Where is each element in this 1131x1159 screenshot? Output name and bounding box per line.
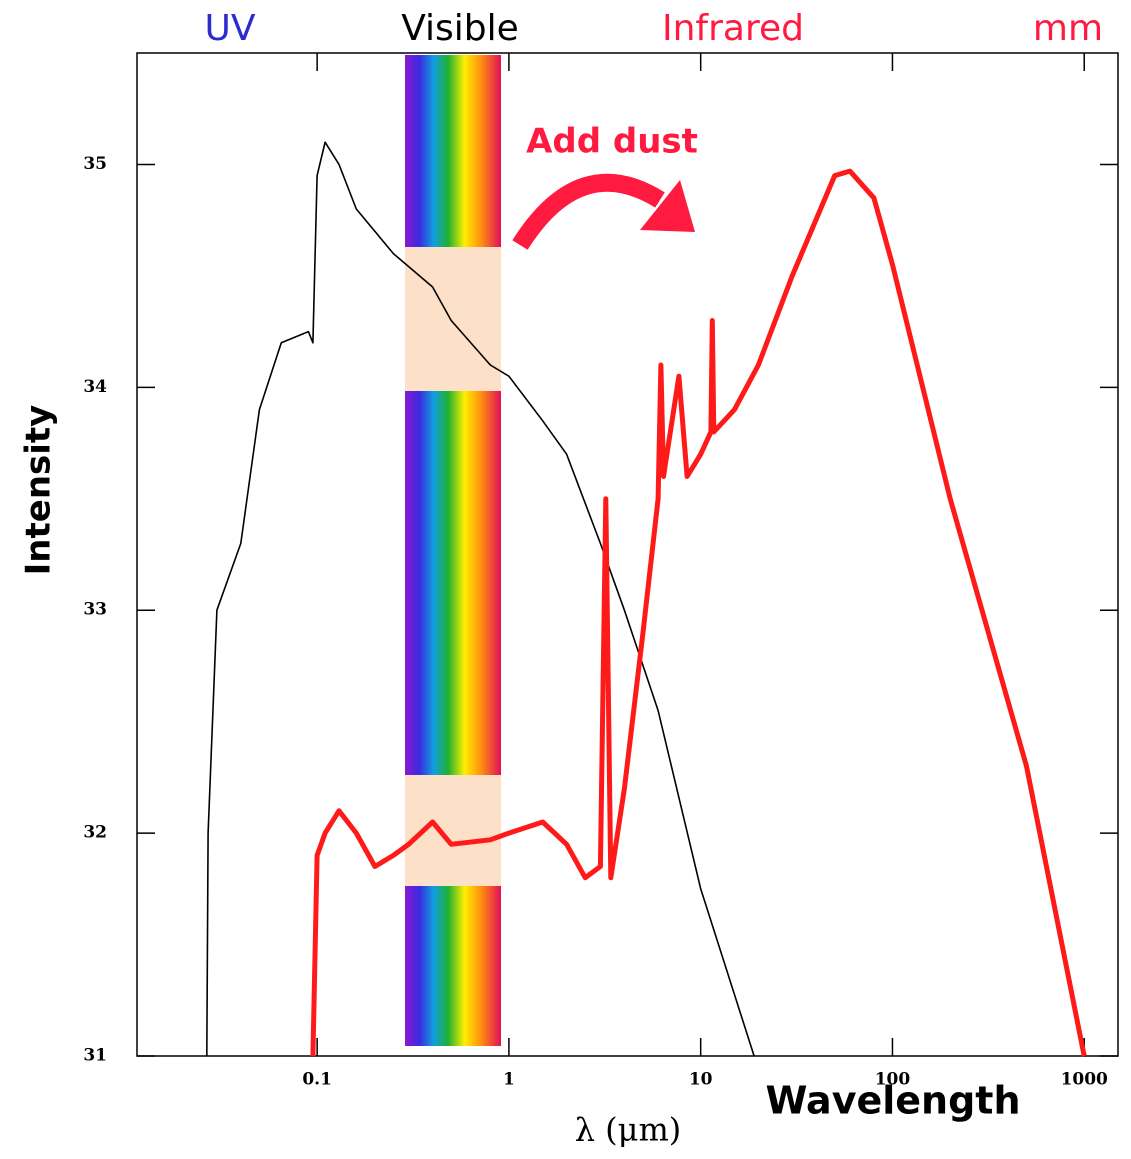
arrow-head: [640, 180, 695, 232]
arrow: [512, 173, 665, 250]
x-tick-label: 1: [503, 1070, 515, 1090]
annotation: Visible: [401, 8, 519, 49]
x-tick-label: 10: [689, 1070, 713, 1090]
x-tick-label: 1000: [1061, 1070, 1108, 1090]
annotation: Wavelength: [765, 1079, 1020, 1123]
annotation: UV: [205, 8, 256, 49]
annotation: Infrared: [662, 8, 804, 49]
series-line: [310, 168, 1087, 1057]
y-tick-label: 32: [83, 823, 107, 843]
y-tick-label: 35: [83, 154, 107, 174]
y-tick-label: 31: [83, 1046, 107, 1066]
y-tick-label: 34: [83, 377, 107, 397]
highlight-box: [405, 247, 501, 391]
highlight-box: [405, 775, 501, 886]
visible-band: [405, 55, 501, 1046]
y-tick-label: 33: [83, 600, 107, 620]
plot-frame: [136, 52, 1119, 1057]
x-tick-label: 100: [875, 1070, 911, 1090]
x-axis-label: λ (μm): [575, 1111, 682, 1149]
annotation: Add dust: [526, 122, 698, 162]
annotation: mm: [1033, 8, 1103, 49]
y-axis-label: Intensity: [19, 405, 59, 576]
x-tick-label: 0.1: [302, 1070, 332, 1090]
